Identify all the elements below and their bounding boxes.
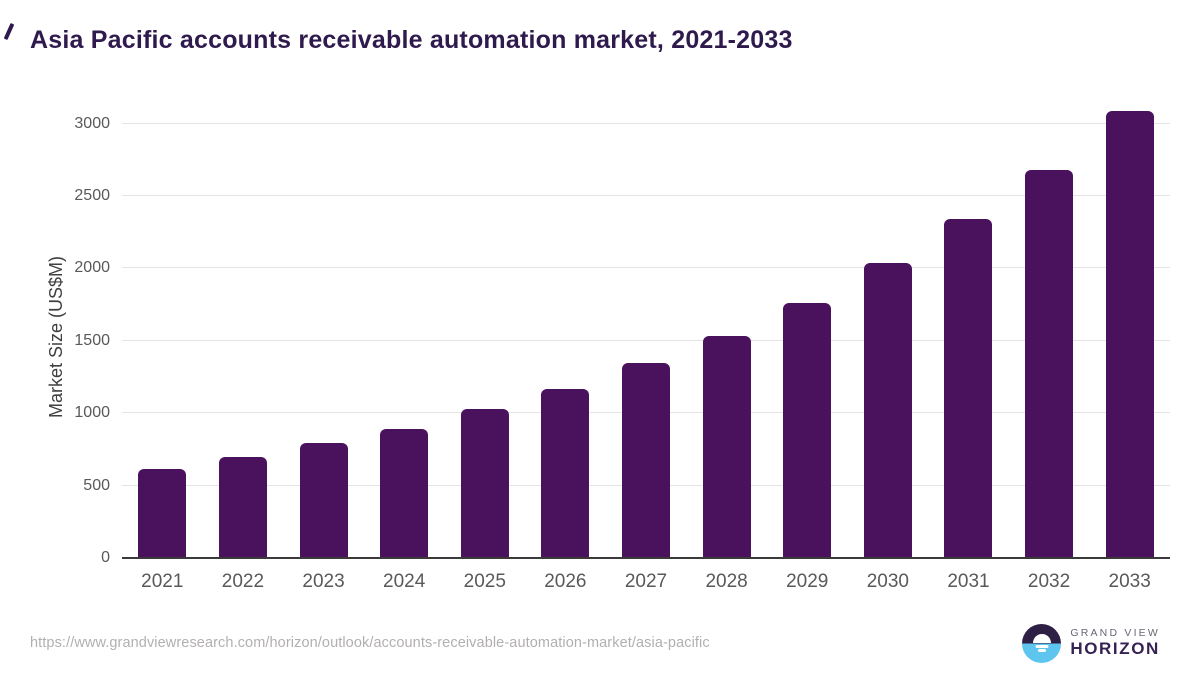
bar-2028[interactable] bbox=[702, 336, 751, 557]
gridline-2000 bbox=[122, 267, 1170, 269]
y-tick-label-2500: 2500 bbox=[74, 187, 110, 204]
x-tick-label-2023: 2023 bbox=[302, 571, 345, 592]
x-tick-label-2031: 2031 bbox=[947, 571, 990, 592]
bar-2026[interactable] bbox=[541, 388, 590, 557]
y-tick-label-3000: 3000 bbox=[74, 114, 110, 132]
gridline-1500 bbox=[122, 339, 1170, 341]
x-tick-label-2033: 2033 bbox=[1108, 571, 1151, 592]
bar-2030[interactable] bbox=[863, 263, 912, 557]
logo-brand-bottom: HORIZON bbox=[1070, 639, 1160, 659]
horizon-sun-icon bbox=[1022, 623, 1062, 663]
gridline-3000 bbox=[122, 122, 1170, 124]
sun-half-disc bbox=[1032, 634, 1051, 643]
x-tick-label-2032: 2032 bbox=[1027, 571, 1071, 592]
source-url: https://www.grandviewresearch.com/horizo… bbox=[30, 635, 710, 651]
bar-2021[interactable] bbox=[138, 468, 187, 557]
logo-brand-top: GRAND VIEW bbox=[1070, 627, 1160, 640]
x-tick-label-2027: 2027 bbox=[624, 571, 668, 592]
gridline-2500 bbox=[122, 195, 1170, 196]
bar-2033[interactable] bbox=[1105, 111, 1154, 557]
corner-artifact bbox=[3, 22, 15, 41]
chart-title: Asia Pacific accounts receivable automat… bbox=[30, 26, 793, 54]
bar-2029[interactable] bbox=[783, 302, 832, 557]
bar-2031[interactable] bbox=[944, 219, 993, 557]
x-tick-label-2021: 2021 bbox=[141, 571, 184, 592]
y-tick-label-2000: 2000 bbox=[74, 259, 110, 277]
y-tick-label-1500: 1500 bbox=[74, 331, 110, 349]
sun-reflection-line bbox=[1037, 649, 1046, 653]
x-tick-label-2022: 2022 bbox=[221, 571, 265, 592]
bar-2023[interactable] bbox=[299, 443, 348, 557]
x-tick-label-2030: 2030 bbox=[866, 571, 909, 592]
bar-2027[interactable] bbox=[622, 363, 670, 557]
x-tick-label-2025: 2025 bbox=[463, 571, 506, 592]
x-tick-label-2029: 2029 bbox=[786, 571, 829, 592]
x-tick-label-2024: 2024 bbox=[383, 571, 426, 592]
sun-reflection-line bbox=[1035, 644, 1049, 648]
y-tick-label-500: 500 bbox=[83, 476, 110, 494]
x-tick-label-2026: 2026 bbox=[544, 571, 587, 592]
brand-logo: GRAND VIEW HORIZON bbox=[1022, 622, 1160, 664]
bar-2022[interactable] bbox=[218, 456, 267, 557]
bar-2025[interactable] bbox=[460, 409, 509, 557]
plot-area bbox=[122, 95, 1170, 559]
bar-2024[interactable] bbox=[380, 428, 429, 557]
x-axis-line bbox=[122, 557, 1170, 559]
bar-2032[interactable] bbox=[1025, 169, 1074, 557]
y-tick-label-0: 0 bbox=[101, 549, 110, 566]
x-tick-label-2028: 2028 bbox=[705, 571, 748, 592]
logo-text: GRAND VIEW HORIZON bbox=[1070, 627, 1160, 659]
y-tick-label-1000: 1000 bbox=[74, 404, 110, 422]
